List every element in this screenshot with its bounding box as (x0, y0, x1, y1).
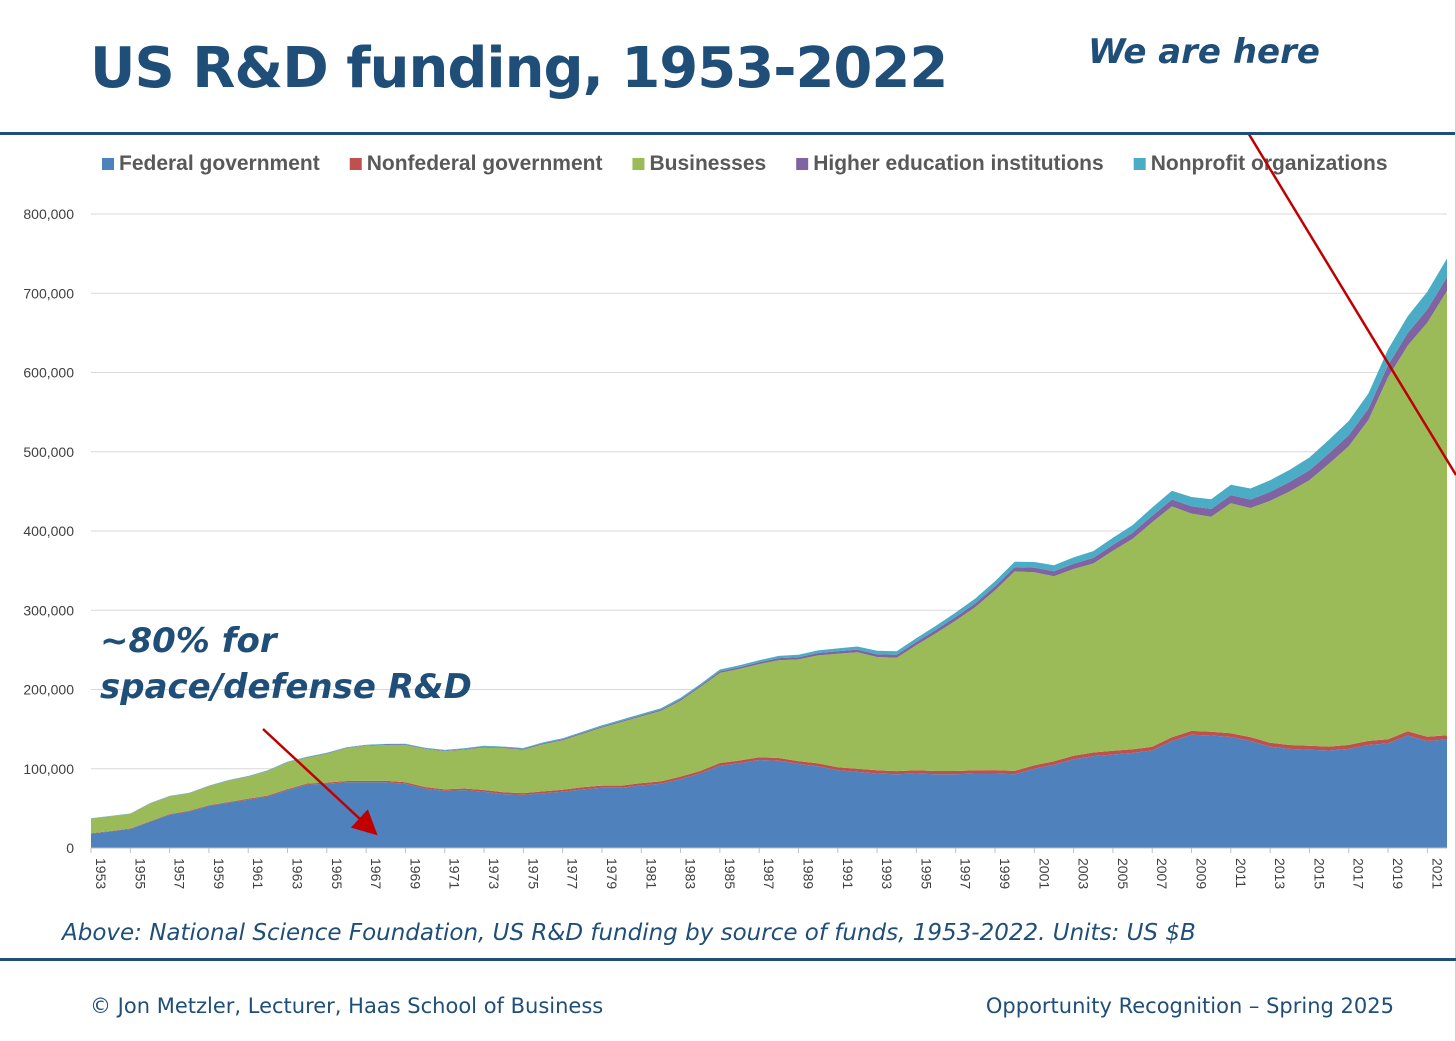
x-tick-label: 2013 (1272, 858, 1288, 889)
x-tick-label: 1989 (800, 858, 816, 889)
x-tick-label: 1967 (368, 858, 384, 889)
x-tick-label: 1999 (997, 858, 1013, 889)
x-tick-label: 1981 (643, 858, 659, 889)
area-businesses (91, 290, 1447, 834)
x-tick-label: 1963 (290, 858, 306, 889)
legend-label: Nonprofit organizations (1151, 152, 1388, 175)
x-tick-label: 1973 (486, 858, 502, 889)
legend-label: Nonfederal government (367, 152, 603, 175)
x-tick-label: 1991 (840, 858, 856, 889)
x-axis: 1953 1955 1957 1959 1961 1963 1965 1967 1969 1971… (90, 847, 1447, 889)
y-axis: 0 100,000 200,000 300,000 400,000 500,000 600,… (23, 206, 74, 856)
footer-course: Opportunity Recognition – Spring 2025 (985, 994, 1394, 1018)
x-tick-label: 1997 (958, 858, 974, 889)
legend-label: Federal government (119, 152, 320, 175)
defense-annotation-line2: space/defense R&D (100, 667, 472, 707)
series-areas (91, 258, 1447, 848)
y-tick-label: 300,000 (23, 602, 74, 618)
x-tick-label: 1957 (172, 858, 188, 889)
x-tick-label: 1961 (250, 858, 266, 889)
legend-swatch (102, 158, 114, 170)
x-tick-label: 2021 (1429, 858, 1445, 889)
y-tick-label: 700,000 (23, 285, 74, 301)
x-tick-label: 1979 (604, 858, 620, 889)
legend-label: Higher education institutions (813, 152, 1104, 175)
x-tick-label: 1985 (722, 858, 738, 889)
x-tick-label: 1983 (683, 858, 699, 889)
page-title: US R&D funding, 1953-2022 (90, 36, 948, 101)
stacked-area-chart: Federal government Nonfederal government B… (23, 135, 1456, 889)
footer-author: © Jon Metzler, Lecturer, Haas School of … (90, 994, 604, 1018)
defense-annotation: ~80% for space/defense R&D (100, 618, 472, 710)
x-tick-label: 2015 (1311, 858, 1327, 889)
x-tick-label: 2001 (1036, 858, 1052, 889)
x-tick-label: 2009 (1194, 858, 1210, 889)
source-caption: Above: National Science Foundation, US R… (62, 920, 1196, 946)
x-tick-label: 1987 (761, 858, 777, 889)
legend-swatch (349, 158, 362, 170)
x-tick-label: 1995 (918, 858, 934, 889)
legend-swatch (796, 158, 809, 170)
x-tick-label: 2003 (1076, 858, 1092, 889)
x-tick-label: 1969 (407, 858, 423, 889)
legend-label: Businesses (649, 152, 766, 175)
y-tick-label: 400,000 (23, 523, 74, 539)
x-tick-label: 2005 (1115, 858, 1131, 889)
y-tick-label: 500,000 (23, 444, 74, 460)
y-tick-label: 0 (66, 840, 74, 856)
top-divider (0, 132, 1456, 135)
bottom-divider (0, 958, 1456, 961)
x-tick-label: 1959 (211, 858, 227, 889)
y-tick-label: 600,000 (23, 365, 74, 381)
x-tick-label: 2019 (1390, 858, 1406, 889)
legend-swatch (1133, 158, 1146, 170)
x-tick-label: 1953 (93, 858, 109, 889)
x-tick-label: 1971 (447, 858, 463, 889)
defense-annotation-line1: ~80% for (100, 621, 277, 661)
annotation-arrows (262, 135, 1456, 836)
we-are-here-arrow (1247, 135, 1456, 476)
x-tick-label: 1955 (132, 858, 148, 889)
x-tick-label: 1993 (879, 858, 895, 889)
y-tick-label: 100,000 (23, 761, 74, 777)
area-federal-government (91, 734, 1447, 848)
y-tick-label: 200,000 (23, 682, 74, 698)
legend: Federal government Nonfederal government B… (102, 152, 1388, 175)
x-tick-label: 2007 (1154, 858, 1170, 889)
legend-swatch (632, 158, 645, 170)
x-tick-label: 1975 (525, 858, 541, 889)
x-tick-label: 1965 (329, 858, 345, 889)
x-tick-label: 2017 (1351, 858, 1367, 889)
we-are-here-label: We are here (1088, 32, 1320, 72)
x-tick-label: 2011 (1233, 858, 1249, 888)
defense-arrow (262, 728, 378, 836)
x-tick-label: 1977 (565, 858, 581, 889)
y-tick-label: 800,000 (23, 206, 74, 222)
